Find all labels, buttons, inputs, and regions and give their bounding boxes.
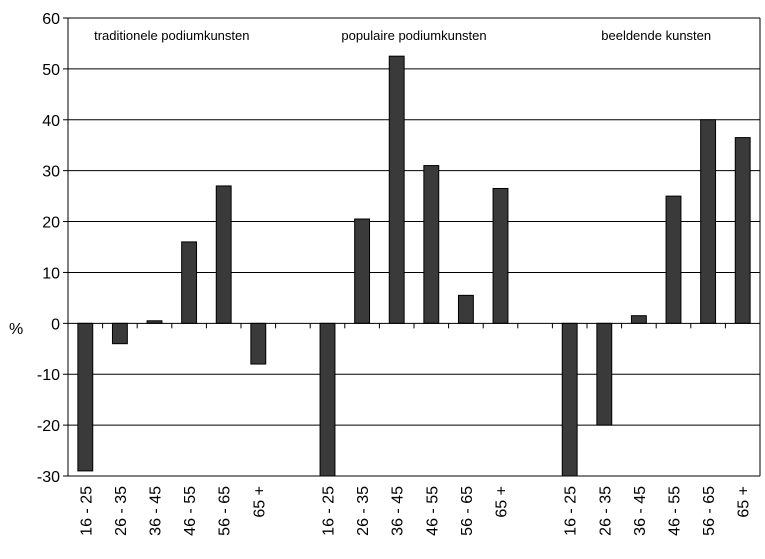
y-tick-labels: 60 50 40 30 20 10 0 -10 -20 -30 <box>37 11 60 486</box>
x-tick-label: 65 + <box>251 486 268 518</box>
y-tick-label: -10 <box>37 367 60 384</box>
x-tick-label: 16 - 25 <box>78 486 95 536</box>
bar <box>77 322 94 472</box>
x-tick-label: 16 - 25 <box>321 486 338 536</box>
bar <box>561 322 578 477</box>
y-tick-label: 40 <box>42 113 60 130</box>
y-tick-label: 30 <box>42 164 60 181</box>
group-label: beeldende kunsten <box>601 28 711 43</box>
y-tick-label: 0 <box>51 316 60 333</box>
x-tick-label: 26 - 35 <box>597 486 614 536</box>
x-tick-label: 56 - 65 <box>217 486 234 536</box>
x-tick-label: 46 - 55 <box>667 486 684 536</box>
bar <box>354 218 371 324</box>
bar <box>215 185 232 324</box>
x-tick-label: 36 - 45 <box>632 486 649 536</box>
x-tick-label: 56 - 65 <box>459 486 476 536</box>
x-tick-label: 16 - 25 <box>563 486 580 536</box>
group-label: populaire podiumkunsten <box>341 28 486 43</box>
bar <box>250 322 267 365</box>
bars <box>77 55 751 477</box>
axes <box>63 17 761 477</box>
y-tick-label: 60 <box>42 11 60 28</box>
group-label: traditionele podiumkunsten <box>94 28 249 43</box>
bar <box>181 241 198 324</box>
gridlines <box>68 17 760 477</box>
y-axis-label: % <box>9 321 23 338</box>
x-tick-label: 26 - 35 <box>113 486 130 536</box>
x-tick-label: 46 - 55 <box>182 486 199 536</box>
bar <box>492 187 509 324</box>
y-tick-label: -30 <box>37 469 60 486</box>
x-tick-label: 46 - 55 <box>424 486 441 536</box>
bar <box>734 137 751 324</box>
bar <box>457 294 474 324</box>
y-tick-label: 10 <box>42 265 60 282</box>
x-tick-label: 65 + <box>736 486 753 518</box>
x-tick-labels: 16 - 25 26 - 35 36 - 45 46 - 55 56 - 65 65 + 1… <box>78 486 752 536</box>
bar <box>596 322 613 426</box>
bar <box>630 315 647 324</box>
x-tick-label: 56 - 65 <box>701 486 718 536</box>
bar <box>700 119 717 324</box>
bar <box>111 322 128 345</box>
bar <box>423 165 440 324</box>
x-tick-label: 36 - 45 <box>390 486 407 536</box>
y-tick-label: 20 <box>42 215 60 232</box>
bar <box>319 322 336 477</box>
x-tick-label: 26 - 35 <box>355 486 372 536</box>
bar <box>665 195 682 324</box>
y-tick-label: 50 <box>42 62 60 79</box>
y-tick-label: -20 <box>37 418 60 435</box>
x-tick-label: 36 - 45 <box>148 486 165 536</box>
group-labels: traditionele podiumkunsten populaire podi… <box>94 28 711 43</box>
bar <box>388 55 405 324</box>
x-tick-label: 65 + <box>494 486 511 518</box>
